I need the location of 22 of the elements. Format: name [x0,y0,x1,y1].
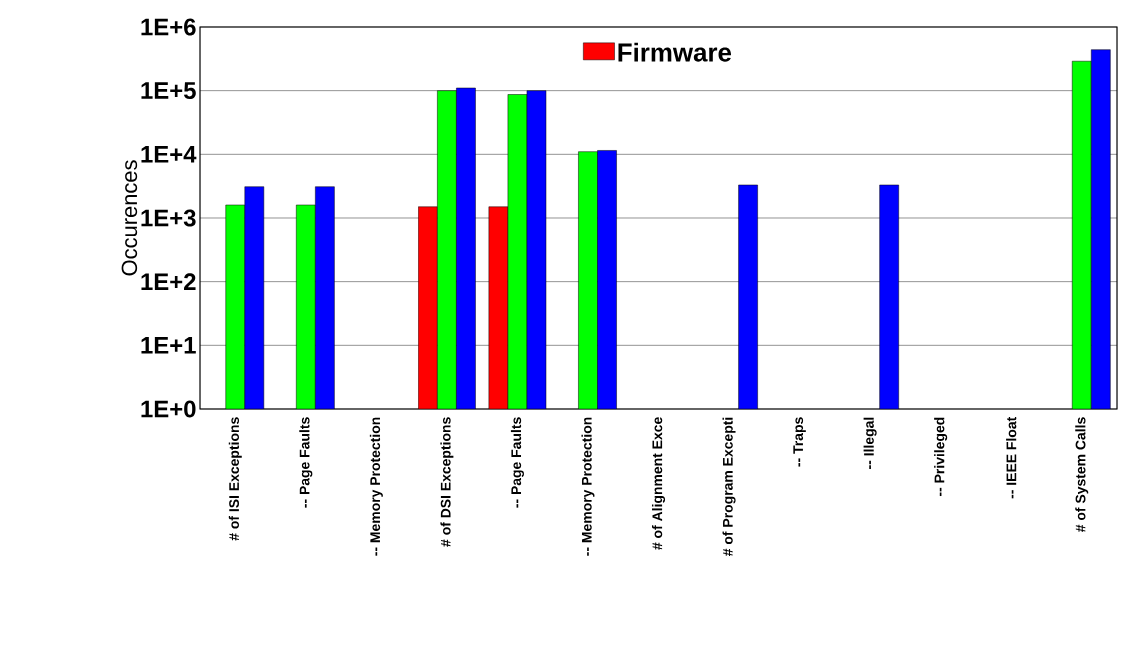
x-tick-label: -- Memory Protection [369,417,383,556]
y-tick-label: 1E+0 [141,400,196,418]
y-tick-label: 1E+1 [141,337,196,354]
x-tick-label: # of Alignment Exce [651,417,666,550]
y-axis-title: Occurences [121,160,138,276]
y-tick-label: 1E+2 [141,273,196,290]
y-tick-label: 1E+5 [141,82,196,99]
x-tick-label: -- Traps [793,417,806,467]
x-tick-label: -- Page Faults [299,417,313,508]
legend-label: Firmware [618,42,732,62]
x-tick-label: -- Memory Protection [581,417,595,556]
x-tick-label: -- IEEE Float [1006,416,1017,499]
x-tick-label: # of System Calls [1075,417,1089,533]
x-tick-label: -- Illegal [863,417,877,469]
x-tick-label: -- Page Faults [510,417,524,508]
x-tick-label: # of Program Excepti [722,417,736,557]
x-tick-label: # of ISI Exceptions [228,417,242,541]
y-tick-label: 1E+4 [141,146,197,163]
x-tick-label: # of DSI Exceptions [440,417,454,547]
y-tick-label: 1E+6 [141,18,196,36]
x-tick-label: -- Privileged [934,417,948,497]
y-tick-label: 1E+3 [141,209,196,227]
